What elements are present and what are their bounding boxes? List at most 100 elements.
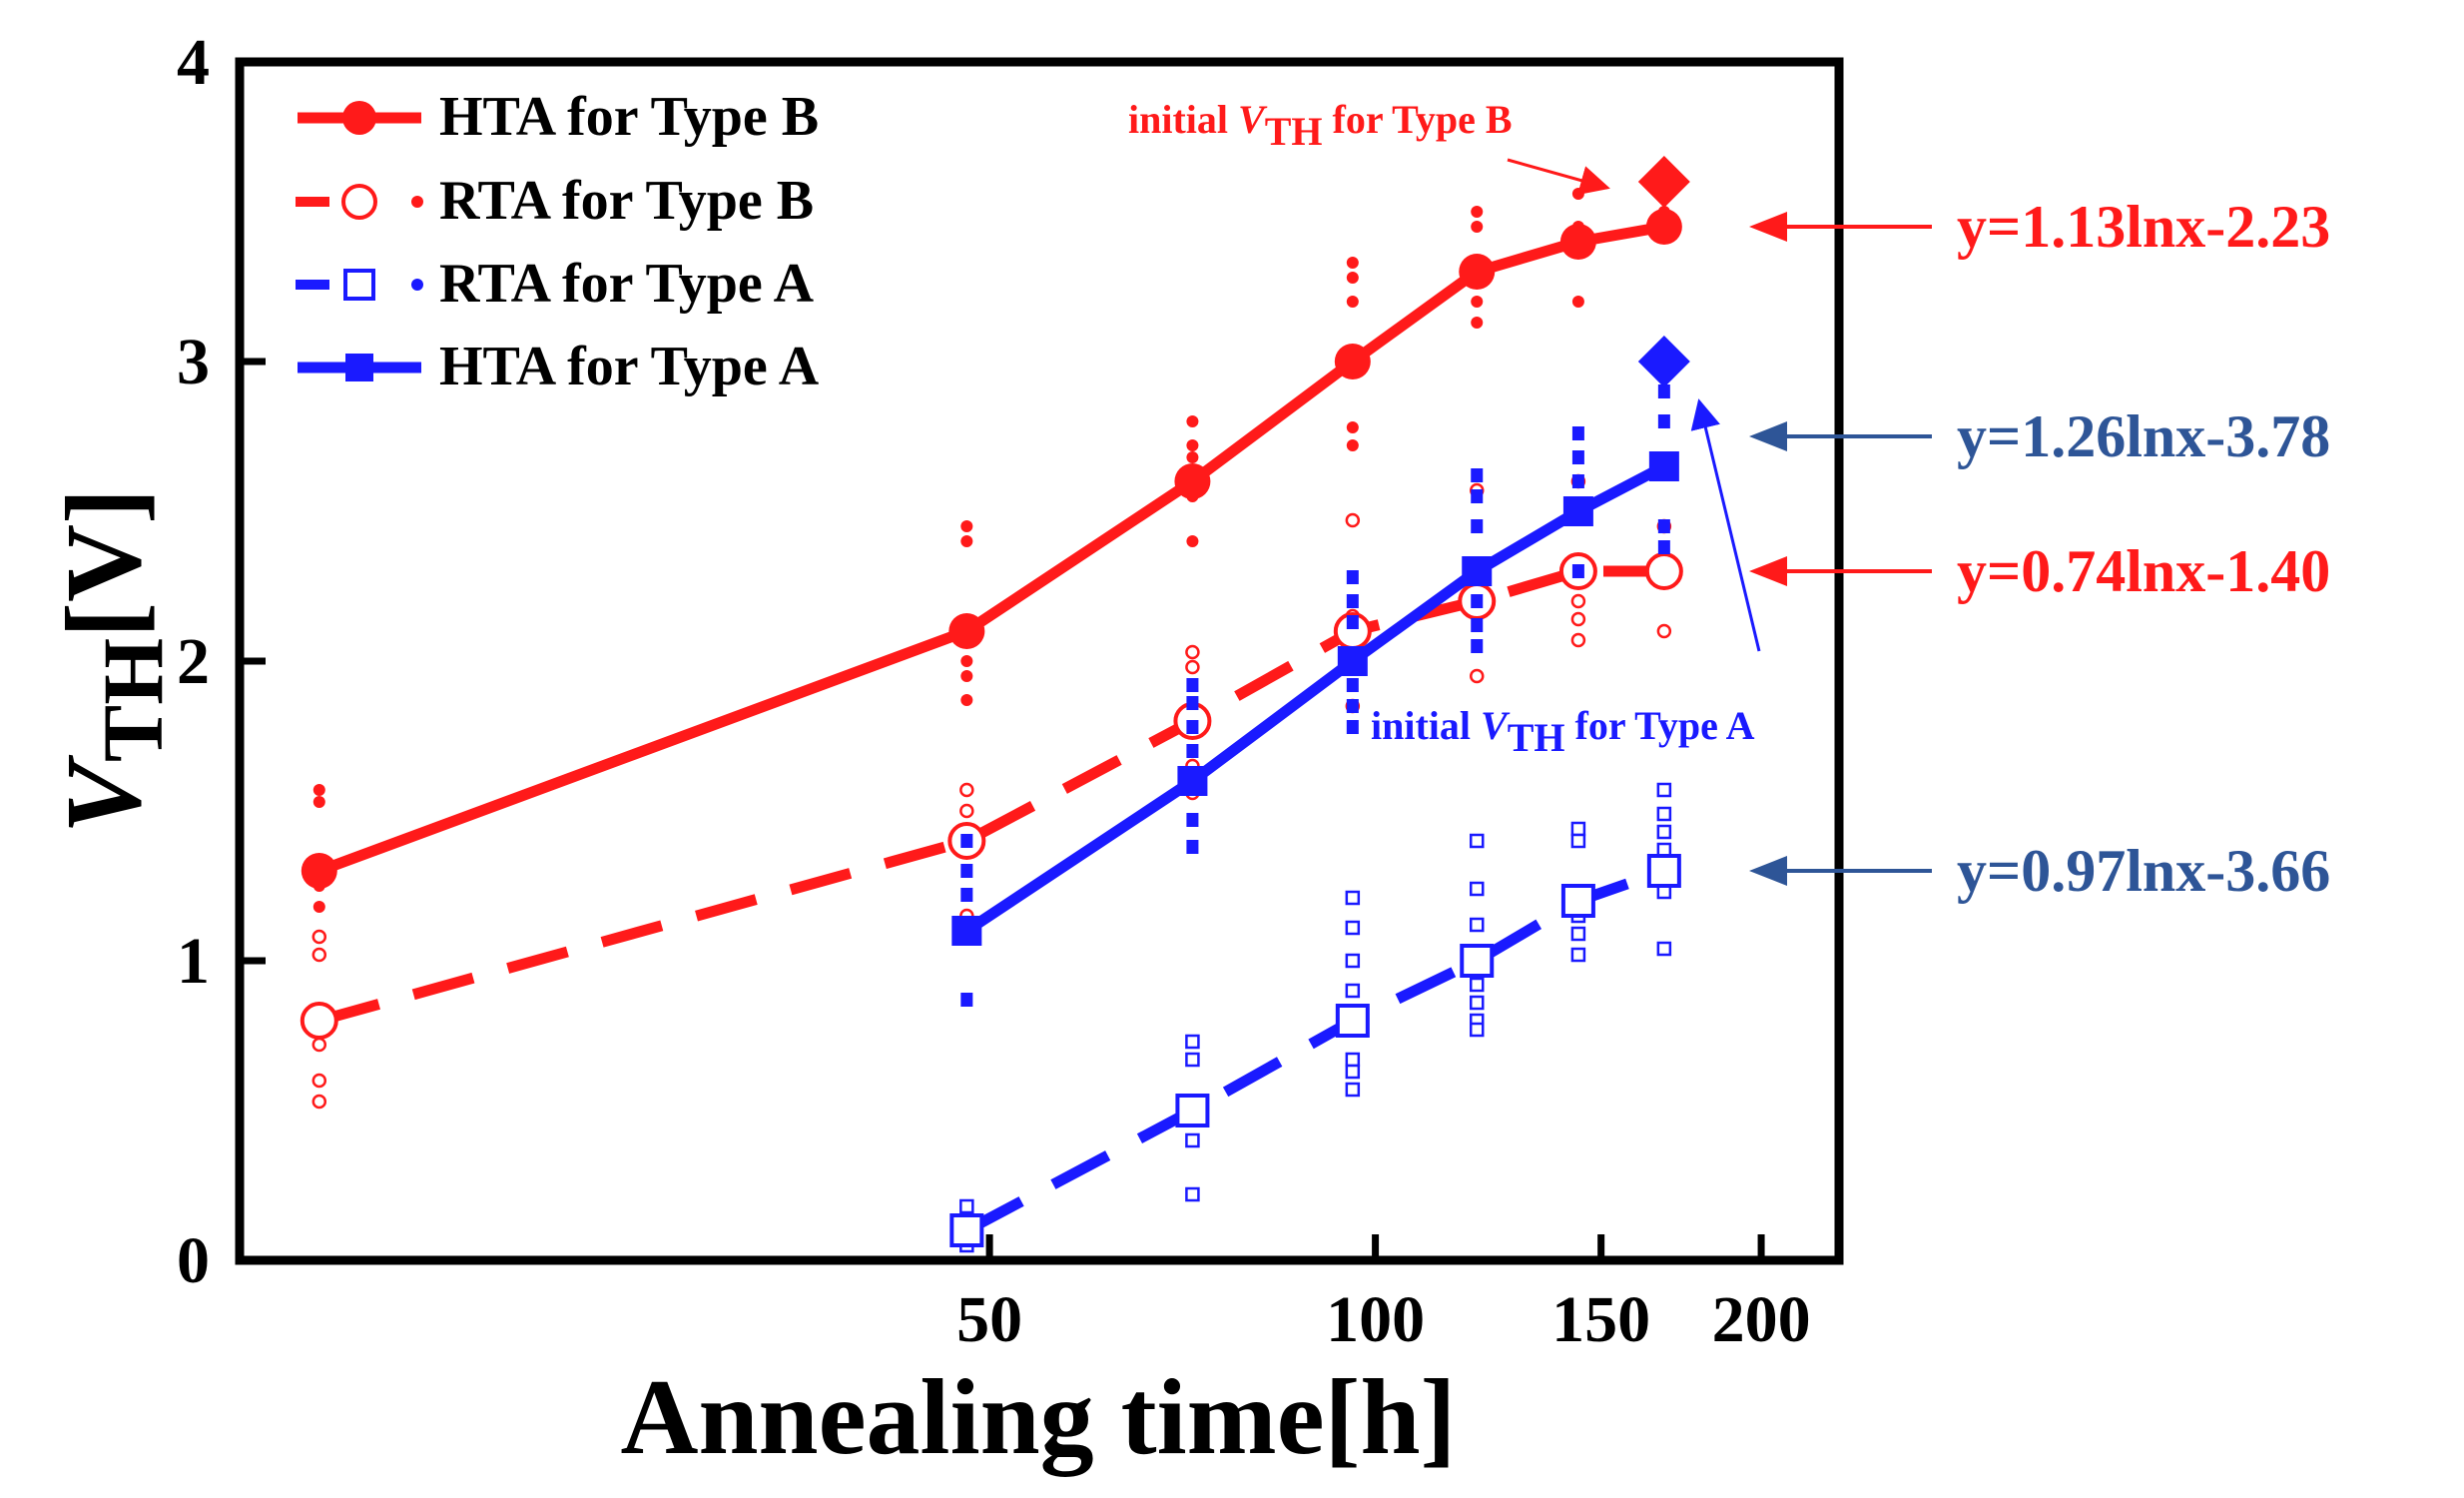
x-axis-title: Annealing time[h] xyxy=(621,1358,1457,1477)
sample-point xyxy=(1186,720,1199,734)
x-tick-label: 200 xyxy=(1712,1283,1811,1356)
y-tick-label: 0 xyxy=(177,1224,210,1297)
sample-point xyxy=(960,834,973,848)
sample-point xyxy=(1186,696,1199,710)
sample-point xyxy=(1186,451,1199,463)
sample-point xyxy=(1570,947,1586,963)
sample-point xyxy=(1185,644,1200,660)
y-tick-label: 1 xyxy=(177,925,210,998)
sample-point xyxy=(1346,699,1359,713)
data-point xyxy=(1462,556,1493,586)
legend-item-rta-type-b: RTA for Type B xyxy=(296,170,814,232)
sample-point xyxy=(1345,1082,1361,1098)
fit-arrow-head xyxy=(1749,856,1787,886)
sample-point xyxy=(1346,421,1359,433)
sample-point xyxy=(1571,188,1584,200)
legend: HTA for Type B RTA for Type B RTA for Ty… xyxy=(296,86,820,397)
annotation-arrow-type-a xyxy=(1690,398,1761,652)
y-tick-label: 4 xyxy=(177,26,210,99)
data-point xyxy=(1460,944,1495,978)
special-point-diamond xyxy=(1637,336,1690,387)
data-point xyxy=(1177,766,1208,796)
y-axis-title-v: V xyxy=(45,754,164,834)
legend-label: HTA for Type A xyxy=(439,336,820,397)
fit-arrow-head xyxy=(1749,556,1787,586)
special-points-layer xyxy=(1637,156,1690,387)
sample-point xyxy=(311,1037,327,1053)
series-line xyxy=(963,461,1667,936)
fit-equations-layer: y=1.13lnx-2.23 y=1.26lnx-3.78 y=0.74lnx-1.… xyxy=(1749,194,2330,904)
sample-point xyxy=(1346,678,1359,692)
y-tick-label: 2 xyxy=(177,625,210,698)
sample-point xyxy=(960,993,973,1007)
sample-point xyxy=(312,784,325,796)
sample-point xyxy=(1346,296,1359,308)
sample-point xyxy=(1657,384,1670,398)
sample-point xyxy=(311,947,327,963)
sample-point xyxy=(960,520,973,532)
sample-point xyxy=(311,1073,327,1089)
sample-point xyxy=(1186,744,1199,758)
legend-item-hta-type-a: HTA for Type A xyxy=(298,336,820,397)
sample-point xyxy=(959,782,974,798)
fit-equation-label: y=1.26lnx-3.78 xyxy=(1957,403,2330,469)
sample-point xyxy=(1471,468,1484,482)
sample-point xyxy=(1346,570,1359,584)
sample-point xyxy=(1471,221,1484,233)
x-tick-label: 100 xyxy=(1326,1283,1425,1356)
sample-point xyxy=(1186,415,1199,427)
legend-marker-filled-square xyxy=(345,354,373,381)
series-layer xyxy=(300,188,1683,1253)
sample-point xyxy=(1469,917,1485,933)
sample-point xyxy=(1469,668,1485,684)
series-line xyxy=(963,865,1666,1235)
data-point xyxy=(1459,254,1496,290)
data-point xyxy=(1648,451,1679,481)
sample-point xyxy=(1471,489,1484,503)
sample-point xyxy=(1657,540,1670,554)
sample-point xyxy=(1657,519,1670,533)
sample-point xyxy=(1345,953,1361,969)
sample-point xyxy=(1571,450,1584,464)
legend-label: RTA for Type A xyxy=(439,253,815,315)
data-point xyxy=(949,1213,984,1247)
sample-point xyxy=(1186,813,1199,827)
fit-equation-label: y=0.97lnx-3.66 xyxy=(1957,838,2330,904)
fit-equation-label: y=1.13lnx-2.23 xyxy=(1957,194,2330,260)
sample-point xyxy=(1346,272,1359,284)
sample-point xyxy=(312,901,325,913)
data-point xyxy=(1560,884,1595,918)
sample-point xyxy=(1471,296,1484,308)
y-axis-title-unit: [V] xyxy=(45,488,164,638)
sample-point xyxy=(960,864,973,878)
data-point xyxy=(1334,344,1371,379)
annotation-arrow-type-b xyxy=(1507,158,1610,196)
data-point xyxy=(1646,854,1681,888)
data-point xyxy=(1562,496,1593,526)
sample-point xyxy=(1471,519,1484,533)
sample-point xyxy=(1186,678,1199,692)
sample-point xyxy=(960,694,973,706)
legend-marker-open-circle xyxy=(341,184,377,220)
sample-point xyxy=(1469,881,1485,897)
sample-point xyxy=(1186,840,1199,854)
fit-arrow-head xyxy=(1749,212,1787,242)
sample-point xyxy=(1345,890,1361,906)
sample-point xyxy=(1571,426,1584,440)
sample-point xyxy=(1469,977,1485,993)
special-point-diamond xyxy=(1637,156,1690,208)
annotation-initial-vth-type-a: initial VTH for Type A xyxy=(1371,703,1755,760)
sample-point xyxy=(1570,926,1586,942)
sample-point xyxy=(1656,806,1672,822)
sample-point xyxy=(1185,1034,1200,1050)
sample-point xyxy=(1656,824,1672,840)
sample-point xyxy=(1571,474,1584,488)
sample-point xyxy=(1346,257,1359,269)
sample-point xyxy=(960,888,973,902)
sample-point xyxy=(1346,439,1359,451)
x-tick-label: 50 xyxy=(956,1283,1022,1356)
sample-point xyxy=(1185,1132,1200,1148)
fit-arrow-head xyxy=(1749,421,1787,451)
sample-point xyxy=(1471,317,1484,329)
